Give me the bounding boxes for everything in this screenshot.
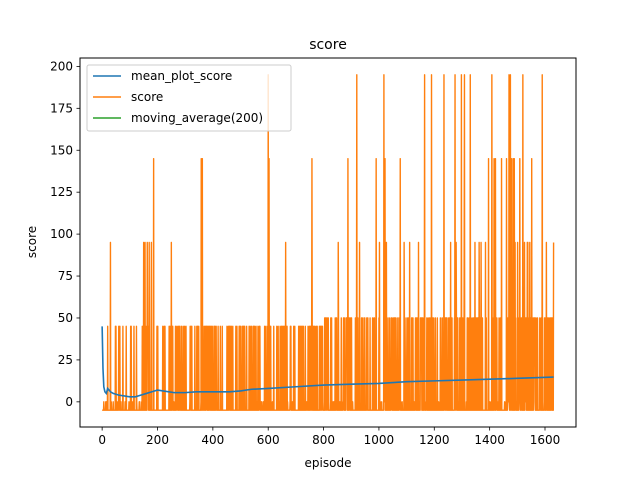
x-tick-label: 0 — [98, 433, 106, 447]
y-tick-label: 50 — [58, 311, 73, 325]
x-axis-label: episode — [305, 456, 352, 470]
legend: mean_plot_score score moving_average(200… — [86, 64, 292, 132]
y-tick-label: 125 — [50, 185, 73, 199]
x-tick-label: 1200 — [419, 433, 450, 447]
series-layer — [101, 74, 555, 411]
x-tick-label: 400 — [201, 433, 224, 447]
legend-label-mean-plot-score: mean_plot_score — [131, 69, 232, 83]
x-tick-label: 800 — [312, 433, 335, 447]
y-tick-label: 75 — [58, 269, 73, 283]
series-line-mean-plot-score — [101, 326, 554, 398]
x-axis: 0 200 400 600 800 1000 1200 1400 1600 — [98, 427, 560, 447]
series-line-score — [101, 74, 555, 411]
plot-frame — [79, 57, 577, 428]
y-axis: 0 25 50 75 100 125 150 175 200 — [50, 59, 80, 409]
x-tick-label: 1000 — [364, 433, 395, 447]
x-tick-label: 1400 — [474, 433, 505, 447]
legend-label-score: score — [131, 90, 163, 104]
legend-label-moving-average: moving_average(200) — [131, 111, 263, 125]
y-tick-label: 0 — [65, 395, 73, 409]
legend-box — [86, 64, 292, 132]
chart-title: score — [309, 37, 347, 53]
y-tick-label: 100 — [50, 227, 73, 241]
y-tick-label: 25 — [58, 353, 73, 367]
y-tick-label: 175 — [50, 101, 73, 115]
y-tick-label: 150 — [50, 143, 73, 157]
y-axis-label: score — [25, 226, 39, 258]
y-tick-label: 200 — [50, 59, 73, 73]
x-tick-label: 1600 — [530, 433, 561, 447]
x-tick-label: 200 — [146, 433, 169, 447]
plot-area — [79, 57, 577, 428]
x-tick-label: 600 — [257, 433, 280, 447]
